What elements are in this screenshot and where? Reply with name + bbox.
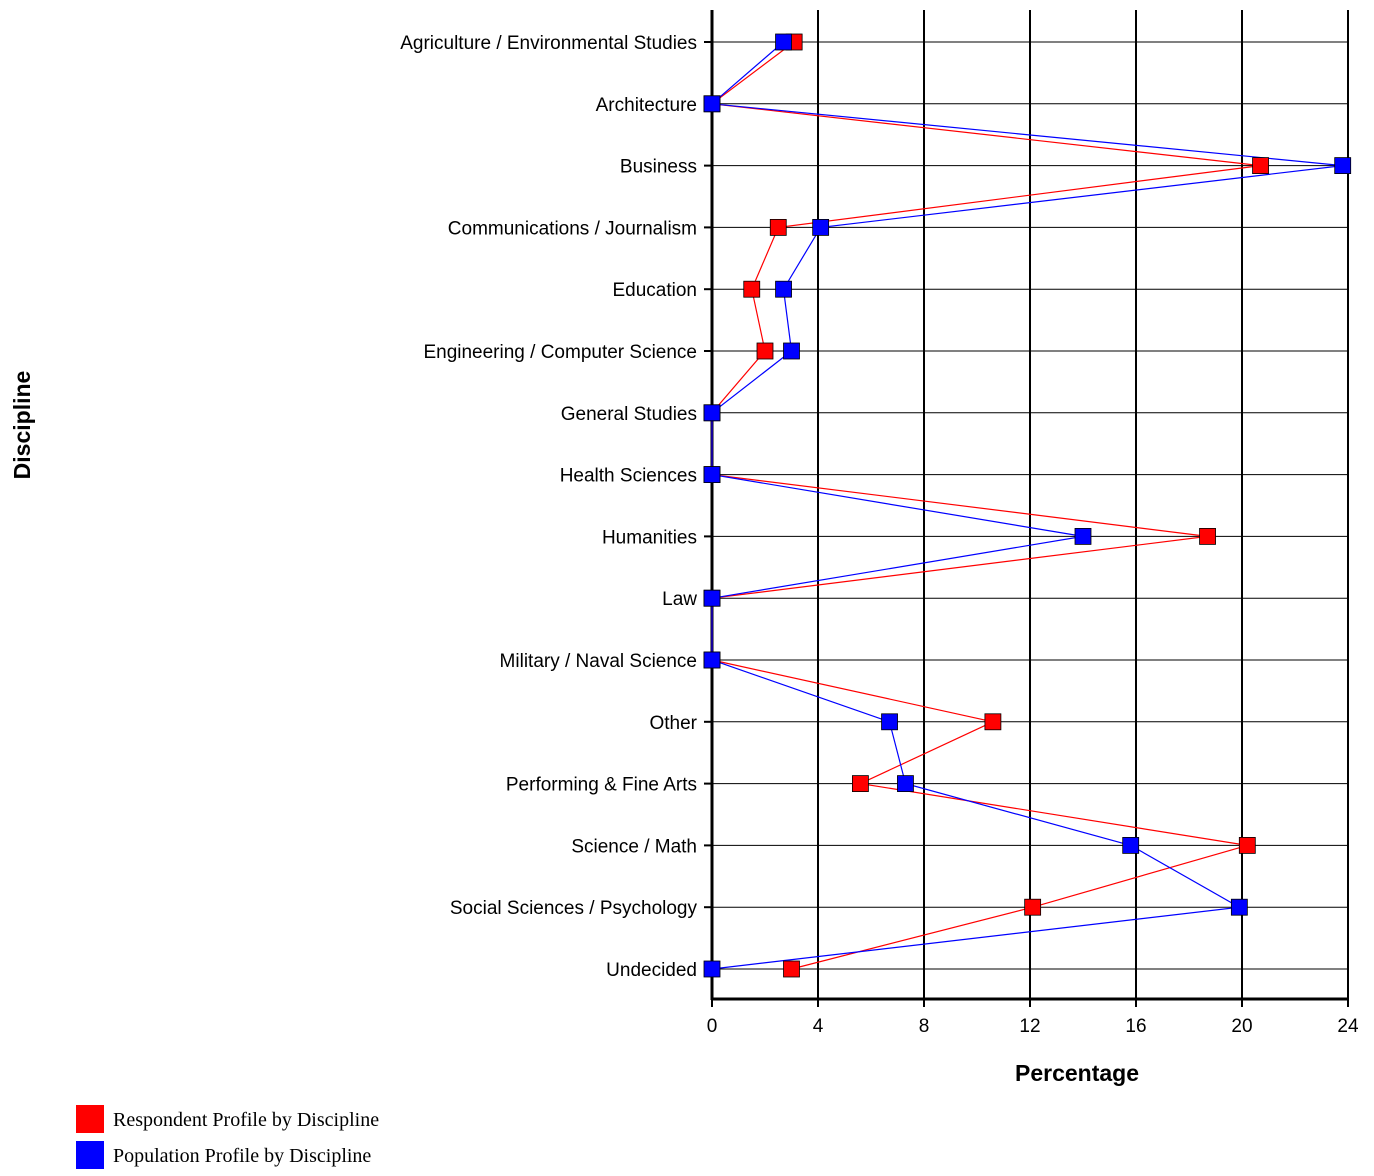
x-tick-label: 12 <box>1019 1016 1040 1037</box>
category-label: Other <box>649 713 697 734</box>
series-1-point <box>703 404 721 422</box>
x-axis-title: Percentage <box>1015 1060 1139 1086</box>
category-label: Science / Math <box>571 836 697 857</box>
series-1-point <box>703 651 721 669</box>
series-1-point <box>783 342 800 360</box>
x-tick-label: 8 <box>919 1016 930 1037</box>
series-0-point <box>1252 157 1269 175</box>
series-line-0 <box>710 41 1261 970</box>
category-label: Health Sciences <box>560 466 697 487</box>
legend-swatch-1 <box>76 1141 104 1169</box>
category-label: Communications / Journalism <box>448 218 697 239</box>
series-0-point <box>1199 528 1216 545</box>
category-label: Business <box>620 157 697 178</box>
category-label: General Studies <box>561 404 697 425</box>
series-0-point <box>1024 898 1042 916</box>
y-axis-title: Discipline <box>9 371 35 480</box>
series-0-point <box>743 280 761 298</box>
label-layer: Agriculture / Environmental Studies Archi… <box>400 33 1359 1037</box>
series-0-point <box>783 960 800 978</box>
x-tick-label: 4 <box>813 1016 824 1037</box>
series-0-point <box>756 342 774 360</box>
series-1-point <box>703 466 721 484</box>
series-line-1 <box>710 41 1343 970</box>
category-label: Law <box>662 589 697 610</box>
legend-swatch-0 <box>76 1105 104 1133</box>
category-label: Education <box>612 280 697 301</box>
series-1-point <box>1230 898 1248 916</box>
series-1-point <box>812 218 830 236</box>
series-1-point <box>1334 157 1352 175</box>
series-1-point <box>897 775 914 792</box>
series-1-point <box>775 33 792 51</box>
series-1-point <box>1122 837 1140 854</box>
x-tick-label: 20 <box>1231 1016 1252 1037</box>
series-1-point <box>703 960 721 978</box>
series-0-point <box>769 218 787 236</box>
category-label: Humanities <box>602 527 697 548</box>
series-1-point <box>1074 528 1092 545</box>
category-label: Engineering / Computer Science <box>423 342 697 363</box>
series-layer <box>703 33 1352 978</box>
series-1-point <box>881 713 898 731</box>
category-label: Agriculture / Environmental Studies <box>400 33 697 54</box>
series-1-point <box>703 589 721 607</box>
category-label: Military / Naval Science <box>500 651 697 672</box>
legend: Respondent Profile by Discipline Populati… <box>76 1105 379 1169</box>
x-tick-label: 16 <box>1125 1016 1146 1037</box>
category-label: Undecided <box>606 960 697 981</box>
category-label: Architecture <box>596 95 697 116</box>
legend-label-1: Population Profile by Discipline <box>113 1145 371 1167</box>
series-1-point <box>775 280 792 298</box>
series-0-point <box>1238 837 1256 854</box>
legend-label-0: Respondent Profile by Discipline <box>113 1109 379 1131</box>
category-label: Performing & Fine Arts <box>506 775 697 796</box>
series-0-point <box>852 775 869 792</box>
series-0-point <box>984 713 1002 731</box>
category-label: Social Sciences / Psychology <box>450 898 698 919</box>
series-1-point <box>703 95 721 113</box>
x-tick-label: 24 <box>1337 1016 1359 1037</box>
x-tick-label: 0 <box>707 1016 718 1037</box>
